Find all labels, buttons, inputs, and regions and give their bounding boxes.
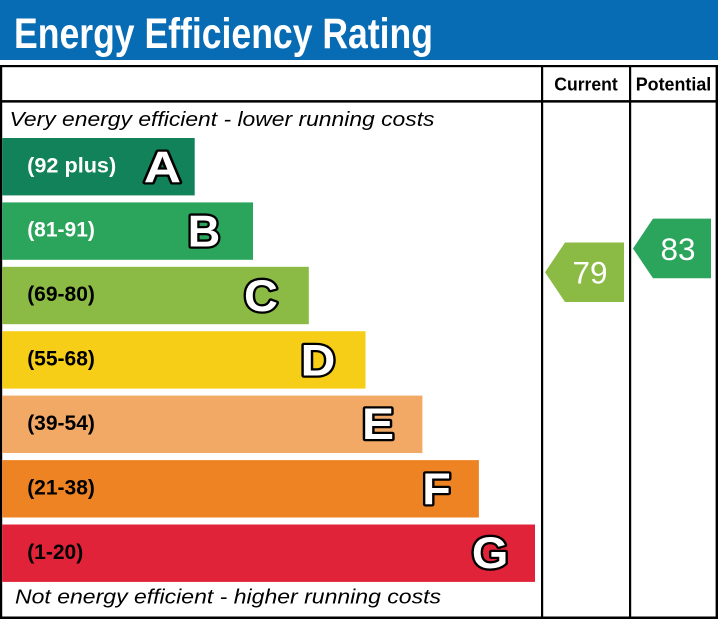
svg-text:83: 83 <box>660 231 695 267</box>
svg-text:C: C <box>244 271 278 321</box>
svg-text:(21-38): (21-38) <box>27 476 95 499</box>
svg-text:Not energy efficient - higher: Not energy efficient - higher running co… <box>15 586 441 609</box>
svg-text:E: E <box>362 399 394 449</box>
svg-text:Potential: Potential <box>636 74 712 95</box>
svg-text:Current: Current <box>554 74 618 95</box>
svg-text:Energy Efficiency Rating: Energy Efficiency Rating <box>14 11 433 58</box>
svg-text:D: D <box>301 335 336 385</box>
svg-text:A: A <box>144 143 181 193</box>
svg-text:Very energy efficient - lower: Very energy efficient - lower running co… <box>10 108 435 131</box>
svg-text:(92 plus): (92 plus) <box>27 154 116 177</box>
svg-text:(1-20): (1-20) <box>27 541 83 564</box>
svg-text:(81-91): (81-91) <box>27 219 95 242</box>
svg-text:(39-54): (39-54) <box>27 412 95 435</box>
svg-text:79: 79 <box>572 255 607 291</box>
svg-text:(69-80): (69-80) <box>27 283 95 306</box>
svg-text:F: F <box>422 464 451 514</box>
svg-text:B: B <box>188 208 220 257</box>
svg-text:(55-68): (55-68) <box>27 348 95 371</box>
svg-text:G: G <box>472 528 509 578</box>
